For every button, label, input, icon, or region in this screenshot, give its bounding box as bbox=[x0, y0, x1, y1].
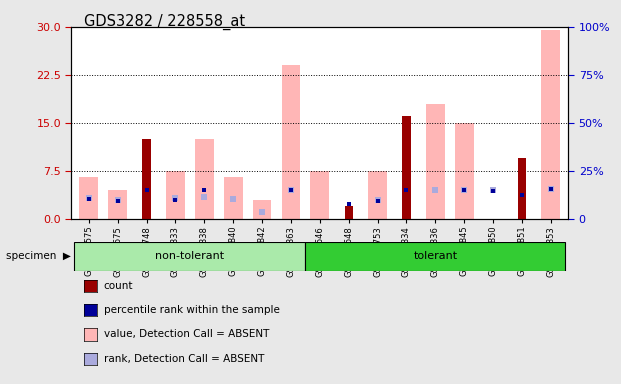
Text: percentile rank within the sample: percentile rank within the sample bbox=[104, 305, 279, 315]
FancyBboxPatch shape bbox=[75, 242, 306, 271]
Bar bbox=[281, 65, 301, 219]
FancyBboxPatch shape bbox=[306, 242, 565, 271]
Bar bbox=[402, 116, 410, 219]
Text: value, Detection Call = ABSENT: value, Detection Call = ABSENT bbox=[104, 329, 269, 339]
Text: tolerant: tolerant bbox=[414, 251, 458, 262]
Text: non-tolerant: non-tolerant bbox=[155, 251, 224, 262]
Text: GDS3282 / 228558_at: GDS3282 / 228558_at bbox=[84, 13, 245, 30]
Bar bbox=[368, 171, 387, 219]
Bar bbox=[253, 200, 271, 219]
Text: specimen  ▶: specimen ▶ bbox=[6, 251, 71, 262]
Bar bbox=[108, 190, 127, 219]
Bar bbox=[518, 158, 526, 219]
Bar bbox=[310, 171, 329, 219]
Bar bbox=[455, 123, 474, 219]
Bar bbox=[79, 177, 98, 219]
Bar bbox=[345, 206, 353, 219]
Bar bbox=[224, 177, 243, 219]
Bar bbox=[542, 30, 560, 219]
Text: rank, Detection Call = ABSENT: rank, Detection Call = ABSENT bbox=[104, 354, 264, 364]
Bar bbox=[142, 139, 150, 219]
Bar bbox=[166, 171, 185, 219]
Bar bbox=[195, 139, 214, 219]
Bar bbox=[426, 104, 445, 219]
Text: count: count bbox=[104, 281, 134, 291]
